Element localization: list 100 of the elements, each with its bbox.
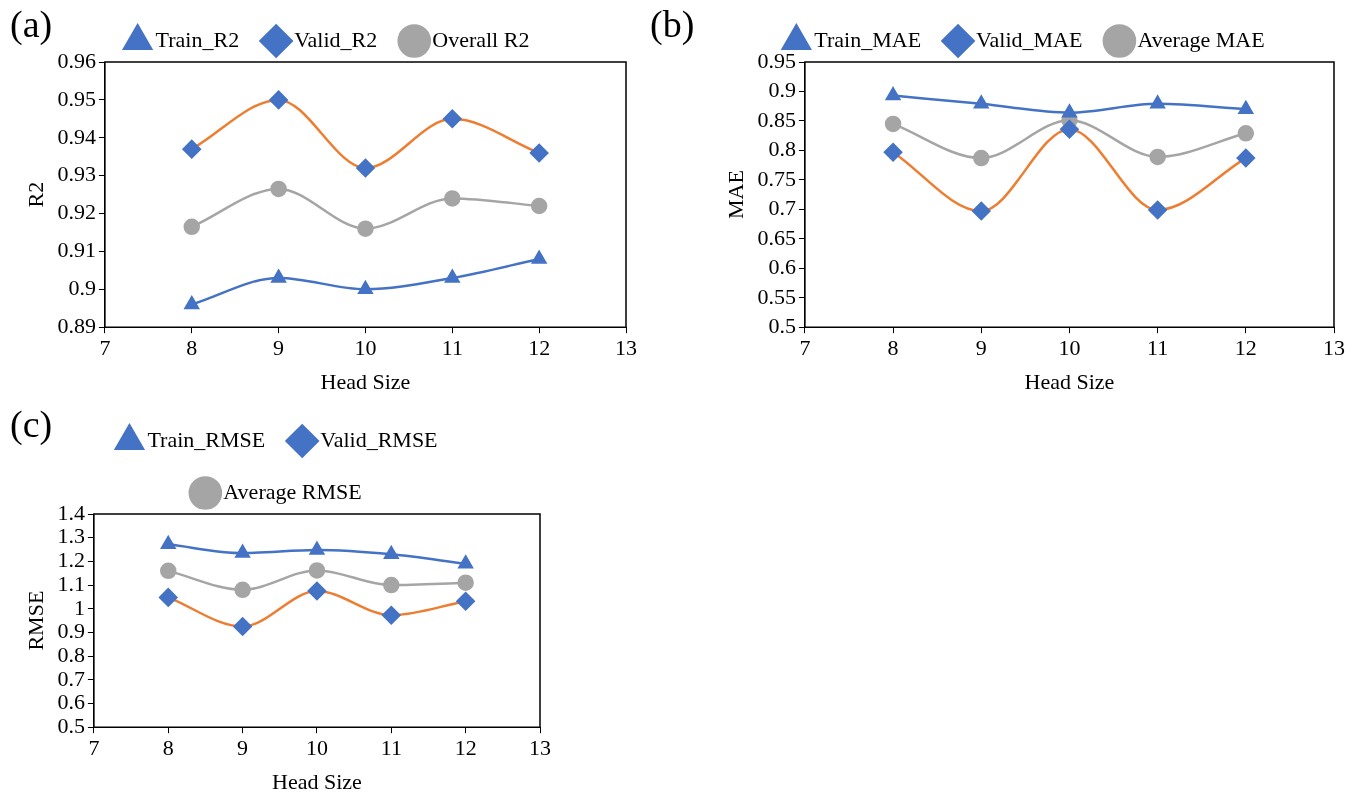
y-tick-label: 0.65 [757, 224, 796, 250]
y-tick-label: 0.89 [57, 312, 96, 338]
point [382, 605, 401, 625]
y-tick-label: 0.5 [768, 312, 796, 338]
legend-label: Overall R2 [432, 26, 530, 52]
x-tick-label: 8 [186, 335, 198, 361]
point [972, 201, 991, 221]
point [160, 536, 176, 550]
point [883, 142, 903, 162]
point [309, 541, 325, 555]
y-axis-title: RMSE [22, 590, 48, 651]
x-tick-label: 8 [887, 335, 899, 361]
point [456, 591, 475, 611]
point [973, 95, 989, 109]
y-tick-label: 0.8 [57, 641, 85, 667]
x-tick-label: 11 [441, 335, 463, 361]
x-tick-label: 12 [528, 335, 551, 361]
point [184, 296, 200, 310]
point [271, 269, 286, 283]
chart-title: (b) [650, 2, 695, 46]
y-tick-label: 0.95 [757, 47, 796, 73]
point [1148, 200, 1167, 220]
y-axis-title: MAE [722, 170, 748, 220]
x-tick-label: 8 [162, 735, 174, 761]
point [183, 218, 200, 236]
point [1238, 100, 1254, 114]
legend-label: Average RMSE [223, 478, 362, 504]
point [973, 149, 990, 167]
point [357, 220, 374, 237]
y-tick-label: 1.4 [57, 499, 85, 525]
legend-label: Average MAE [1137, 26, 1265, 52]
y-tick-label: 0.8 [768, 136, 796, 162]
x-tick-label: 11 [380, 735, 402, 761]
point [458, 555, 473, 569]
point [530, 197, 548, 215]
y-tick-label: 0.9 [57, 618, 85, 644]
y-tick-label: 0.5 [57, 712, 85, 738]
point [457, 574, 474, 591]
point [307, 581, 327, 601]
x-tick-label: 10 [305, 735, 328, 761]
y-tick-label: 1.2 [57, 547, 85, 573]
y-tick-label: 0.91 [57, 237, 96, 263]
point [308, 562, 326, 579]
y-tick-label: 1.3 [57, 523, 85, 549]
point [159, 588, 178, 607]
y-tick-label: 0.7 [57, 665, 85, 691]
point [270, 180, 287, 198]
x-tick-label: 7 [99, 335, 111, 361]
x-tick-label: 13 [529, 735, 551, 761]
point [1237, 125, 1255, 142]
y-tick-label: 0.6 [57, 689, 85, 715]
y-tick-label: 0.6 [768, 254, 796, 280]
y-tick-label: 0.92 [57, 199, 96, 225]
x-axis-title: Head Size [1024, 368, 1115, 394]
y-tick-label: 0.7 [768, 195, 796, 221]
x-tick-label: 7 [799, 335, 811, 361]
y-tick-label: 0.85 [757, 106, 796, 132]
x-tick-label: 9 [273, 335, 285, 361]
x-tick-label: 10 [1058, 335, 1081, 361]
x-tick-label: 7 [88, 735, 100, 761]
y-axis-title: R2 [22, 181, 48, 208]
x-tick-label: 12 [454, 735, 477, 761]
point [182, 139, 201, 159]
point [1150, 95, 1165, 109]
point [234, 581, 251, 599]
point [1062, 104, 1077, 118]
x-tick-label: 10 [354, 335, 377, 361]
legend-label: Valid_R2 [294, 26, 378, 52]
x-tick-label: 9 [237, 735, 249, 761]
point [443, 109, 462, 129]
y-tick-label: 0.94 [57, 123, 96, 149]
point [383, 576, 400, 594]
point [235, 544, 250, 558]
point [1149, 148, 1166, 166]
x-tick-label: 13 [1323, 335, 1345, 361]
point [160, 562, 177, 580]
x-axis-title: Head Size [320, 368, 411, 394]
point [884, 115, 902, 133]
point [444, 190, 461, 207]
legend-label: Valid_MAE [976, 26, 1083, 52]
legend-label: Train_R2 [155, 26, 240, 52]
y-tick-label: 0.9 [68, 275, 96, 301]
point [885, 87, 901, 101]
point [233, 617, 252, 636]
point [383, 546, 399, 560]
point [531, 250, 547, 264]
y-tick-label: 0.9 [768, 77, 796, 103]
chart-title: (c) [10, 402, 53, 446]
point [358, 281, 373, 295]
chart-title: (a) [10, 2, 53, 46]
legend-label: Train_MAE [814, 26, 922, 52]
x-axis-title: Head Size [272, 768, 362, 794]
point [529, 143, 549, 163]
y-tick-label: 0.93 [57, 161, 96, 187]
y-tick-label: 1.1 [57, 570, 85, 596]
x-tick-label: 12 [1234, 335, 1257, 361]
x-tick-label: 9 [975, 335, 987, 361]
point [356, 158, 375, 178]
x-tick-label: 11 [1147, 335, 1169, 361]
y-tick-label: 0.75 [757, 165, 796, 191]
